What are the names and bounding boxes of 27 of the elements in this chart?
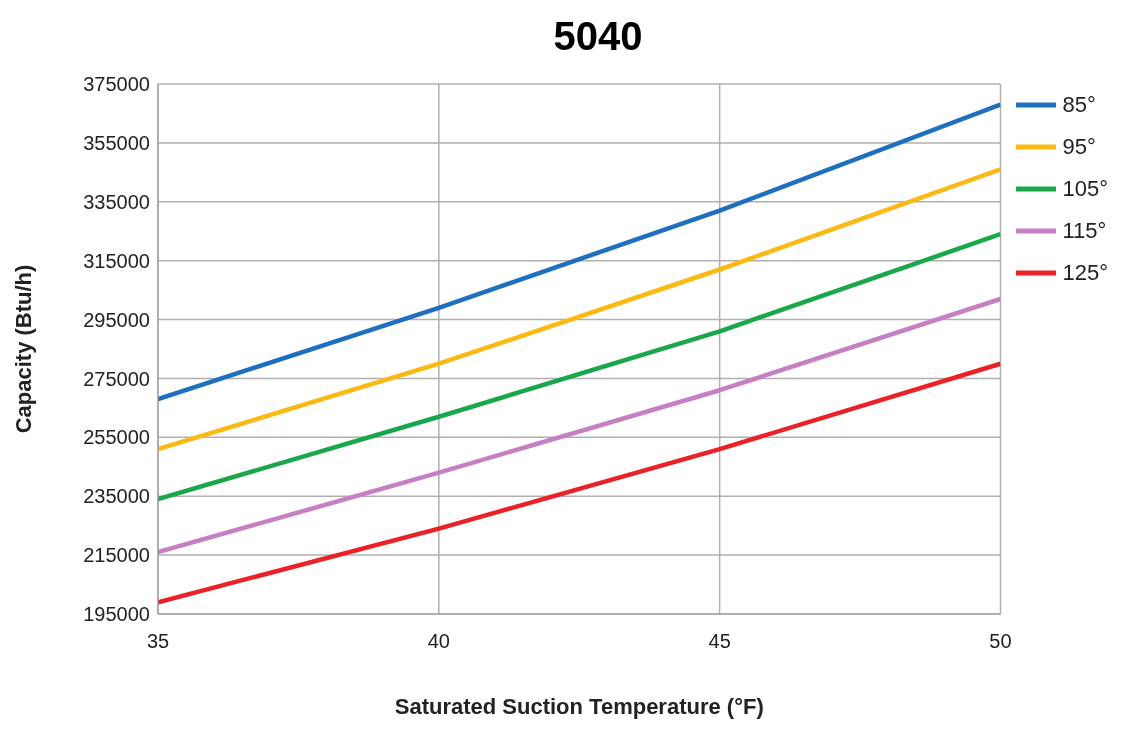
chart-title: 5040 [552,13,644,60]
legend-label: 115° [1062,218,1107,244]
legend-label: 125° [1062,260,1108,286]
y-tick-label: 215000 [83,544,150,567]
y-tick-label: 375000 [83,73,150,96]
legend-label: 105° [1062,176,1108,202]
line-series [158,296,1001,555]
y-tick-label: 315000 [83,249,150,272]
legend-label: 85° [1062,92,1096,118]
y-tick-label: 295000 [83,308,150,331]
x-tick-label: 35 [146,630,170,653]
x-axis-title: Saturated Suction Temperature (°F) [394,694,764,719]
line-series [158,167,1001,452]
y-tick-label: 255000 [83,426,150,449]
x-tick-label: 40 [427,630,450,653]
x-tick-label: 45 [708,630,731,653]
y-tick-label: 235000 [83,485,150,508]
y-axis-title: Capacity (Btu/h) [10,264,36,434]
x-tick-label: 50 [989,630,1012,653]
line-series [158,102,1001,402]
line-series [158,361,1001,605]
y-tick-label: 355000 [83,131,150,154]
legend-label: 95° [1062,134,1096,160]
y-tick-label: 335000 [83,190,150,213]
y-tick-label: 275000 [83,367,150,390]
y-tick-label: 195000 [83,603,150,626]
line-series [158,231,1001,502]
